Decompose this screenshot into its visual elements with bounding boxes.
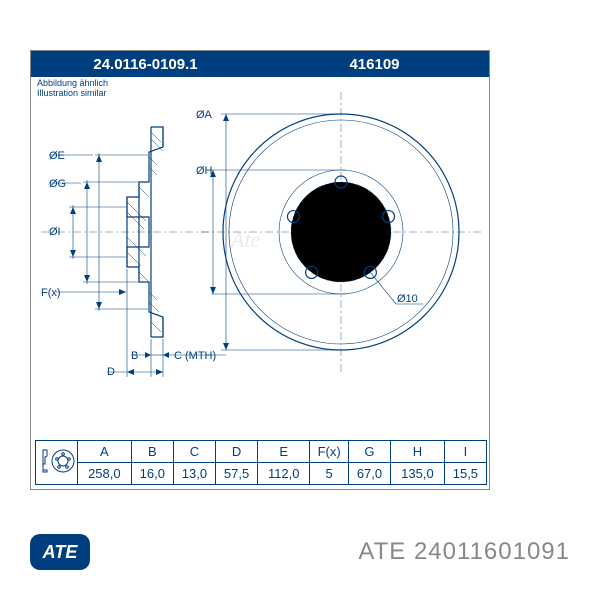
caption-de: Abbildung ähnlich (37, 78, 108, 88)
table-value-row: 258,0 16,0 13,0 57,5 112,0 5 67,0 135,0 … (36, 463, 487, 485)
label-A: ØA (196, 109, 213, 121)
technical-drawing: Ate (31, 77, 489, 397)
val-H: 135,0 (391, 463, 445, 485)
footer: ATE ATE 24011601091 (30, 534, 570, 570)
header-bar: 24.0116-0109.1 416109 (31, 51, 489, 77)
col-H: H (391, 441, 445, 463)
ate-logo: ATE (30, 534, 90, 570)
caption-en: Illustration similar (37, 88, 107, 98)
col-G: G (348, 441, 390, 463)
val-G: 67,0 (348, 463, 390, 485)
val-I: 15,5 (444, 463, 486, 485)
spec-table: A B C D E F(x) G H I 258,0 16,0 13,0 57,… (35, 440, 487, 485)
col-F: F(x) (310, 441, 349, 463)
drawing-frame: 24.0116-0109.1 416109 Abbildung ähnlich … (30, 50, 490, 490)
val-D: 57,5 (216, 463, 258, 485)
col-B: B (131, 441, 173, 463)
footer-brand: ATE (358, 538, 406, 565)
label-F: F(x) (41, 287, 61, 299)
label-I: ØI (49, 226, 61, 238)
col-A: A (78, 441, 132, 463)
col-I: I (444, 441, 486, 463)
col-C: C (173, 441, 215, 463)
footer-partno: ATE 24011601091 (358, 538, 570, 566)
caption: Abbildung ähnlich Illustration similar (37, 79, 108, 99)
table-header-row: A B C D E F(x) G H I (36, 441, 487, 463)
val-B: 16,0 (131, 463, 173, 485)
label-hole: Ø10 (397, 293, 418, 305)
label-E: ØE (49, 150, 65, 162)
disc-icon (37, 442, 77, 480)
ate-logo-text: ATE (43, 542, 78, 563)
label-C: C (MTH) (174, 350, 216, 362)
diagram-area: Abbildung ähnlich Illustration similar A… (31, 77, 489, 397)
watermark-text: Ate (229, 227, 261, 252)
label-B: B (131, 350, 138, 362)
footer-number: 24011601091 (414, 538, 570, 565)
val-F: 5 (310, 463, 349, 485)
header-partno-short: 416109 (260, 56, 489, 73)
disc-icon-cell (36, 441, 78, 485)
val-A: 258,0 (78, 463, 132, 485)
label-G: ØG (49, 178, 66, 190)
col-D: D (216, 441, 258, 463)
header-partno-long: 24.0116-0109.1 (31, 56, 260, 73)
col-E: E (258, 441, 310, 463)
val-C: 13,0 (173, 463, 215, 485)
val-E: 112,0 (258, 463, 310, 485)
label-H: ØH (196, 165, 213, 177)
front-view: Ø10 ØH ØA (196, 92, 481, 372)
